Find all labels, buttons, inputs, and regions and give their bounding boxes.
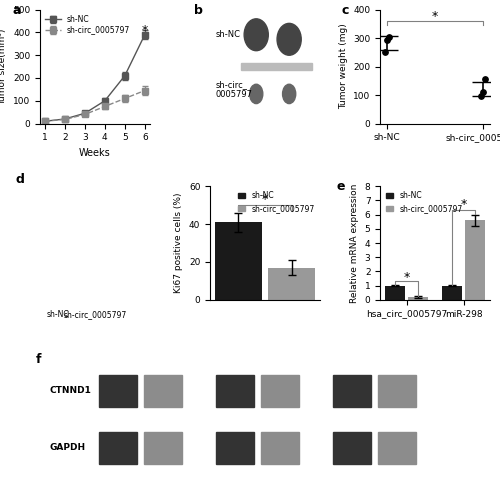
Text: *: *	[432, 10, 438, 23]
Bar	[332, 375, 371, 407]
Point	[479, 88, 487, 96]
Text: sh-NC: sh-NC	[46, 310, 69, 319]
Bar	[332, 432, 371, 464]
Bar	[241, 63, 312, 70]
Bar	[144, 432, 182, 464]
Text: a: a	[12, 4, 21, 17]
Text: sh-circ_0005797: sh-circ_0005797	[64, 310, 126, 319]
Text: d: d	[15, 173, 24, 186]
Text: *: *	[142, 24, 148, 36]
X-axis label: Weeks: Weeks	[79, 148, 111, 158]
Text: sh-NC: sh-NC	[216, 30, 240, 39]
Text: b: b	[194, 4, 202, 17]
Legend: sh-NC, sh-circ_0005797: sh-NC, sh-circ_0005797	[44, 14, 132, 36]
Ellipse shape	[282, 84, 296, 104]
Legend: sh-NC, sh-circ_0005797: sh-NC, sh-circ_0005797	[236, 190, 316, 215]
Point	[383, 35, 391, 43]
Bar	[268, 268, 315, 300]
Legend: sh-NC, sh-circ_0005797: sh-NC, sh-circ_0005797	[384, 190, 464, 215]
Bar	[98, 432, 137, 464]
Ellipse shape	[244, 19, 268, 51]
Bar	[260, 432, 299, 464]
Bar	[98, 375, 137, 407]
Text: *: *	[262, 193, 268, 206]
Bar	[408, 297, 428, 300]
Bar	[216, 375, 254, 407]
Bar	[378, 432, 416, 464]
Text: CTNND1: CTNND1	[49, 386, 91, 396]
Bar	[465, 220, 485, 300]
Text: GAPDH: GAPDH	[49, 443, 85, 452]
Text: sh-circ_
0005797: sh-circ_ 0005797	[216, 80, 252, 99]
Bar	[385, 286, 405, 300]
Y-axis label: Relative mRNA expression: Relative mRNA expression	[350, 183, 359, 303]
Point	[385, 33, 393, 41]
Text: *: *	[460, 198, 467, 211]
Bar	[215, 222, 262, 300]
Bar	[442, 286, 462, 300]
Y-axis label: Tumor weight (mg): Tumor weight (mg)	[338, 24, 347, 109]
Ellipse shape	[250, 84, 263, 104]
Point	[477, 93, 485, 101]
Y-axis label: Ki67 positive cells (%): Ki67 positive cells (%)	[174, 193, 184, 293]
Y-axis label: Tumor size(mm³): Tumor size(mm³)	[0, 28, 8, 105]
Text: *: *	[404, 271, 409, 284]
Text: f: f	[36, 353, 41, 366]
Ellipse shape	[277, 23, 301, 55]
Bar	[260, 375, 299, 407]
Text: e: e	[336, 180, 345, 193]
Bar	[144, 375, 182, 407]
Point	[381, 49, 389, 56]
Bar	[378, 375, 416, 407]
Text: c: c	[342, 4, 349, 17]
Bar	[216, 432, 254, 464]
Point	[481, 75, 489, 83]
